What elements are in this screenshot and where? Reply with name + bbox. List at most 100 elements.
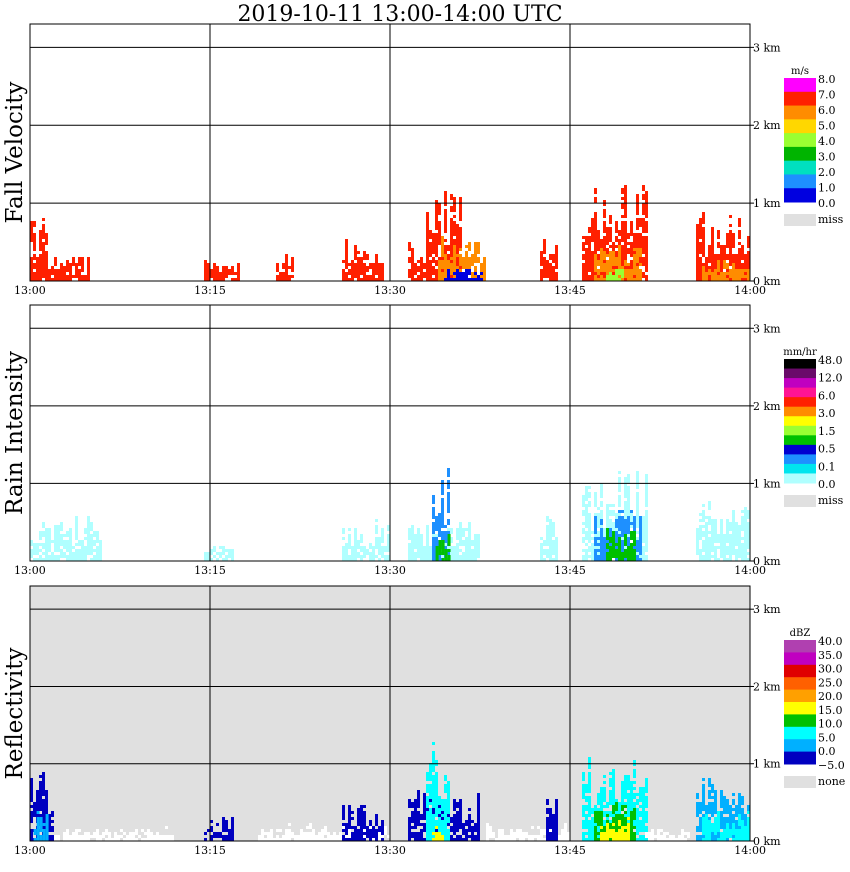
echo-cell bbox=[618, 543, 621, 546]
echo-cell bbox=[432, 811, 435, 814]
echo-cell bbox=[483, 260, 486, 263]
echo-cell bbox=[720, 552, 723, 555]
time-tick-label: 13:15 bbox=[194, 284, 226, 297]
echo-cell bbox=[66, 531, 69, 534]
echo-cell bbox=[735, 266, 738, 269]
echo-cell bbox=[363, 811, 366, 814]
echo-cell bbox=[414, 552, 417, 555]
echo-cell bbox=[384, 829, 387, 832]
echo-cell bbox=[426, 272, 429, 275]
echo-cell bbox=[462, 263, 465, 266]
colorbar-missing-swatch bbox=[784, 214, 816, 226]
echo-cell bbox=[63, 272, 66, 275]
echo-cell bbox=[603, 269, 606, 272]
echo-cell bbox=[624, 266, 627, 269]
echo-cell bbox=[282, 275, 285, 278]
echo-cell bbox=[630, 525, 633, 528]
echo-cell bbox=[615, 525, 618, 528]
echo-cell bbox=[696, 263, 699, 266]
echo-cell bbox=[357, 251, 360, 254]
echo-cell bbox=[738, 552, 741, 555]
echo-cell bbox=[624, 784, 627, 787]
echo-cell bbox=[618, 239, 621, 242]
echo-cell bbox=[447, 820, 450, 823]
echo-cell bbox=[549, 820, 552, 823]
echo-cell bbox=[444, 525, 447, 528]
echo-cell bbox=[171, 835, 174, 838]
echo-cell bbox=[51, 555, 54, 558]
echo-cell bbox=[429, 820, 432, 823]
echo-cell bbox=[702, 236, 705, 239]
echo-cell bbox=[96, 546, 99, 549]
echo-cell bbox=[435, 543, 438, 546]
echo-cell bbox=[345, 835, 348, 838]
echo-cell bbox=[630, 516, 633, 519]
echo-cell bbox=[630, 263, 633, 266]
echo-cell bbox=[600, 835, 603, 838]
echo-cell bbox=[411, 817, 414, 820]
echo-cell bbox=[720, 519, 723, 522]
echo-cell bbox=[612, 540, 615, 543]
echo-cell bbox=[426, 215, 429, 218]
echo-cell bbox=[696, 275, 699, 278]
echo-cell bbox=[426, 221, 429, 224]
echo-cell bbox=[306, 835, 309, 838]
echo-cell bbox=[582, 805, 585, 808]
echo-cell bbox=[597, 814, 600, 817]
echo-cell bbox=[132, 832, 135, 835]
echo-cell bbox=[705, 260, 708, 263]
echo-cell bbox=[354, 537, 357, 540]
echo-cell bbox=[582, 513, 585, 516]
echo-cell bbox=[552, 820, 555, 823]
echo-cell bbox=[291, 832, 294, 835]
echo-cell bbox=[711, 269, 714, 272]
echo-cell bbox=[348, 543, 351, 546]
echo-cell bbox=[585, 808, 588, 811]
echo-cell bbox=[48, 275, 51, 278]
echo-cell bbox=[594, 212, 597, 215]
echo-cell bbox=[612, 808, 615, 811]
echo-cell bbox=[363, 263, 366, 266]
echo-cell bbox=[633, 793, 636, 796]
echo-cell bbox=[46, 820, 49, 823]
echo-cell bbox=[714, 531, 717, 534]
echo-cell bbox=[348, 263, 351, 266]
echo-cell bbox=[612, 260, 615, 263]
echo-cell bbox=[60, 555, 63, 558]
echo-cell bbox=[450, 260, 453, 263]
echo-cell bbox=[726, 546, 729, 549]
echo-cell bbox=[597, 522, 600, 525]
echo-cell bbox=[69, 552, 72, 555]
echo-cell bbox=[636, 519, 639, 522]
echo-cell bbox=[708, 272, 711, 275]
echo-cell bbox=[591, 826, 594, 829]
echo-cell bbox=[57, 555, 60, 558]
echo-cell bbox=[609, 555, 612, 558]
echo-cell bbox=[342, 552, 345, 555]
echo-cell bbox=[711, 519, 714, 522]
echo-cell bbox=[477, 540, 480, 543]
echo-cell bbox=[216, 823, 219, 826]
echo-cell bbox=[642, 251, 645, 254]
echo-cell bbox=[444, 817, 447, 820]
echo-cell bbox=[594, 549, 597, 552]
echo-cell bbox=[354, 531, 357, 534]
echo-cell bbox=[429, 275, 432, 278]
colorbar-swatch bbox=[784, 161, 816, 175]
echo-cell bbox=[450, 197, 453, 200]
echo-cell bbox=[447, 823, 450, 826]
echo-cell bbox=[603, 260, 606, 263]
echo-cell bbox=[363, 254, 366, 257]
echo-cell bbox=[453, 546, 456, 549]
echo-cell bbox=[42, 775, 45, 778]
echo-cell bbox=[69, 528, 72, 531]
echo-cell bbox=[417, 552, 420, 555]
echo-cell bbox=[51, 552, 54, 555]
echo-cell bbox=[483, 269, 486, 272]
echo-cell bbox=[546, 534, 549, 537]
echo-cell bbox=[42, 260, 45, 263]
echo-cell bbox=[57, 537, 60, 540]
echo-cell bbox=[468, 814, 471, 817]
echo-cell bbox=[615, 221, 618, 224]
echo-cell bbox=[642, 811, 645, 814]
